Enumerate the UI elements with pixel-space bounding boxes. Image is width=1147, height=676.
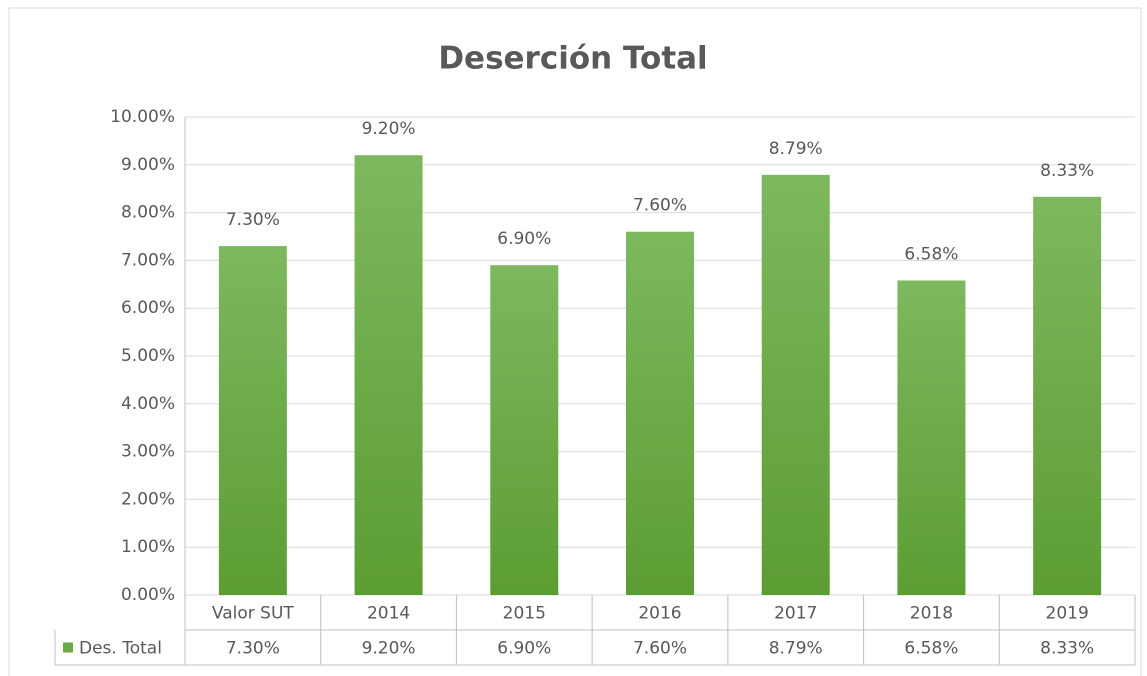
y-tick-label: 3.00% xyxy=(121,442,175,462)
x-tick-label: Valor SUT xyxy=(212,604,294,624)
x-tick-label: 2018 xyxy=(910,604,953,624)
data-label: 8.79% xyxy=(769,139,823,159)
legend-swatch xyxy=(63,642,73,653)
bar xyxy=(1033,196,1102,596)
table-value: 6.58% xyxy=(904,639,958,659)
bar xyxy=(218,246,287,595)
y-tick-label: 7.00% xyxy=(121,250,175,270)
table-value: 7.60% xyxy=(633,639,687,659)
bar xyxy=(626,231,694,595)
data-label: 6.58% xyxy=(904,244,958,264)
table-value: 7.30% xyxy=(226,639,280,659)
bar xyxy=(897,280,966,595)
chart-border xyxy=(8,7,1142,676)
y-tick-label: 6.00% xyxy=(121,298,175,318)
data-label: 8.33% xyxy=(1040,161,1094,181)
x-tick-label: 2014 xyxy=(367,604,410,624)
x-tick-label: 2016 xyxy=(638,604,681,624)
table-value: 6.90% xyxy=(497,639,551,659)
data-label: 7.60% xyxy=(633,196,687,216)
bar xyxy=(490,265,559,595)
x-tick-label: 2015 xyxy=(503,604,546,624)
table-value: 8.79% xyxy=(769,639,823,659)
bar xyxy=(761,174,830,595)
y-tick-label: 8.00% xyxy=(121,203,175,223)
y-tick-label: 1.00% xyxy=(121,537,175,557)
data-label: 6.90% xyxy=(497,229,551,249)
table-value: 8.33% xyxy=(1040,639,1094,659)
data-label: 9.20% xyxy=(362,119,416,139)
y-tick-label: 0.00% xyxy=(121,585,175,605)
legend-label: Des. Total xyxy=(79,639,162,659)
bar xyxy=(354,155,423,596)
y-tick-label: 2.00% xyxy=(121,489,175,509)
y-tick-label: 9.00% xyxy=(121,155,175,175)
chart-title: Deserción Total xyxy=(438,41,707,77)
y-tick-label: 4.00% xyxy=(121,394,175,414)
table-value: 9.20% xyxy=(362,639,416,659)
y-tick-label: 5.00% xyxy=(121,346,175,366)
data-label: 7.30% xyxy=(226,210,280,230)
x-tick-label: 2017 xyxy=(774,604,817,624)
y-tick-label: 10.00% xyxy=(110,107,175,127)
x-tick-label: 2019 xyxy=(1046,604,1089,624)
